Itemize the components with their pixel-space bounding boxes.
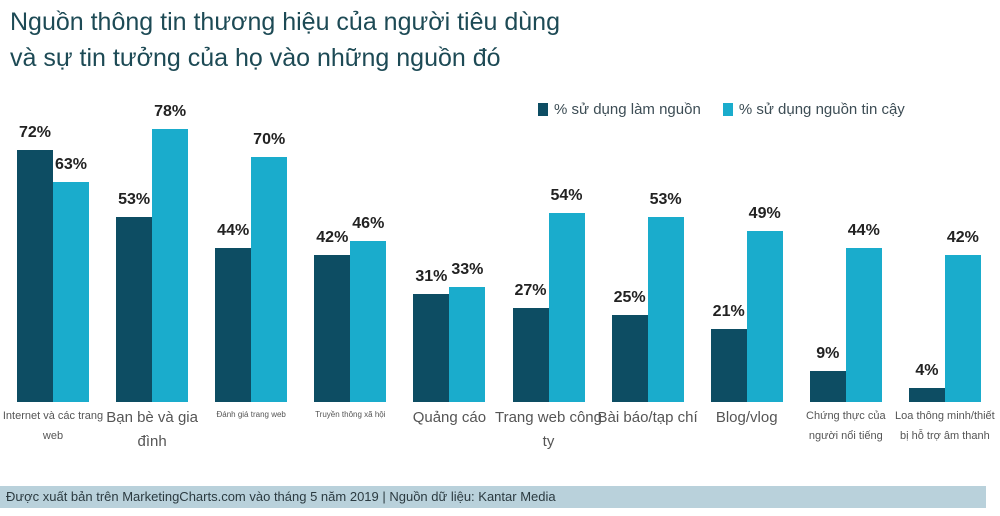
bar-value-label: 53% bbox=[118, 190, 151, 208]
bar-value-label: 27% bbox=[514, 281, 547, 299]
bar-source-usage bbox=[116, 216, 153, 402]
bar-value-label: 33% bbox=[451, 260, 484, 278]
bar-trusted-source bbox=[845, 248, 882, 402]
bar-trusted-source bbox=[152, 129, 189, 402]
bar-source-usage bbox=[17, 150, 53, 402]
chart-title: Nguồn thông tin thương hiệu của người ti… bbox=[10, 4, 560, 76]
bar-trusted-source bbox=[251, 157, 288, 402]
legend-label: % sử dụng làm nguồn bbox=[554, 101, 701, 118]
bar-trusted-source bbox=[647, 216, 684, 402]
bar-value-label: 9% bbox=[816, 344, 840, 362]
category-label: Đánh giá trang web bbox=[216, 410, 286, 419]
legend-swatch-dark bbox=[538, 103, 548, 116]
category-label: Trang web công ty bbox=[494, 409, 602, 450]
bar-value-label: 63% bbox=[54, 155, 88, 173]
bar-source-usage bbox=[215, 248, 252, 402]
bar-value-label: 42% bbox=[316, 229, 349, 246]
bar-value-label: 54% bbox=[550, 187, 583, 204]
bar-trusted-source bbox=[944, 255, 981, 402]
category-label: Chứng thực của người nổi tiếng bbox=[806, 410, 886, 442]
category-label: Blog/vlog bbox=[715, 409, 778, 426]
bar-value-label: 25% bbox=[613, 288, 646, 306]
chart-title-line-2: và sự tin tưởng của họ vào những nguồn đ… bbox=[10, 44, 501, 72]
bar-value-label: 72% bbox=[18, 124, 52, 141]
bar-trusted-source bbox=[548, 213, 585, 402]
bar-chart-plot-area: 72% 63% 53% 78% 44% 70% 42% 46% 31% 33% 27% 54% 25% 5… bbox=[17, 103, 981, 402]
bar-trusted-source bbox=[449, 286, 486, 402]
legend-item-trusted-source: % sử dụng nguồn tin cậy bbox=[722, 101, 905, 118]
bar-value-label: 4% bbox=[915, 362, 939, 379]
bar-value-label: 21% bbox=[712, 302, 745, 320]
bar-value-label: 53% bbox=[649, 190, 682, 208]
category-label: Quảng cáo bbox=[412, 409, 487, 426]
source-footer: Được xuất bản trên MarketingCharts.com v… bbox=[0, 486, 986, 508]
bar-trusted-source bbox=[746, 230, 783, 402]
bar-value-label: 44% bbox=[847, 222, 880, 239]
bar-source-usage bbox=[611, 314, 648, 402]
chart-title-line-1: Nguồn thông tin thương hiệu của người ti… bbox=[10, 8, 560, 36]
bar-source-usage bbox=[809, 370, 846, 402]
bar-source-usage bbox=[413, 293, 450, 402]
bar-source-usage bbox=[314, 255, 351, 402]
bar-value-label: 70% bbox=[253, 131, 286, 148]
bar-value-label: 78% bbox=[154, 103, 187, 120]
bar-value-label: 46% bbox=[352, 215, 385, 232]
bar-trusted-source bbox=[350, 241, 387, 402]
category-label: Loa thông minh/thiết bị hỗ trợ âm thanh bbox=[895, 410, 995, 442]
bar-value-label: 42% bbox=[946, 229, 979, 246]
category-label: Bài báo/tạp chí bbox=[597, 409, 698, 426]
bar-value-label: 49% bbox=[748, 204, 781, 222]
legend: % sử dụng làm nguồn % sử dụng nguồn tin … bbox=[538, 101, 905, 118]
bar-value-label: 31% bbox=[415, 267, 448, 285]
legend-swatch-light bbox=[722, 103, 733, 116]
category-label: Truyền thông xã hội bbox=[315, 410, 386, 419]
category-label: Bạn bè và gia đình bbox=[106, 409, 198, 450]
category-label: Internet và các trang web bbox=[2, 410, 104, 442]
bar-trusted-source bbox=[53, 181, 89, 402]
bar-source-usage bbox=[512, 307, 549, 402]
bar-source-usage bbox=[908, 388, 945, 402]
bar-source-usage bbox=[710, 328, 747, 402]
legend-label: % sử dụng nguồn tin cậy bbox=[738, 101, 905, 118]
bar-value-label: 44% bbox=[217, 222, 250, 239]
legend-item-source-usage: % sử dụng làm nguồn bbox=[538, 101, 701, 118]
source-footer-text: Được xuất bản trên MarketingCharts.com v… bbox=[6, 489, 556, 504]
